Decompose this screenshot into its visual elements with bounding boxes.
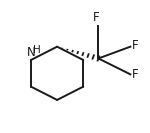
Text: N: N xyxy=(27,47,35,59)
Text: H: H xyxy=(33,45,41,55)
Text: F: F xyxy=(132,68,138,81)
Text: F: F xyxy=(93,11,99,24)
Text: F: F xyxy=(132,39,138,52)
